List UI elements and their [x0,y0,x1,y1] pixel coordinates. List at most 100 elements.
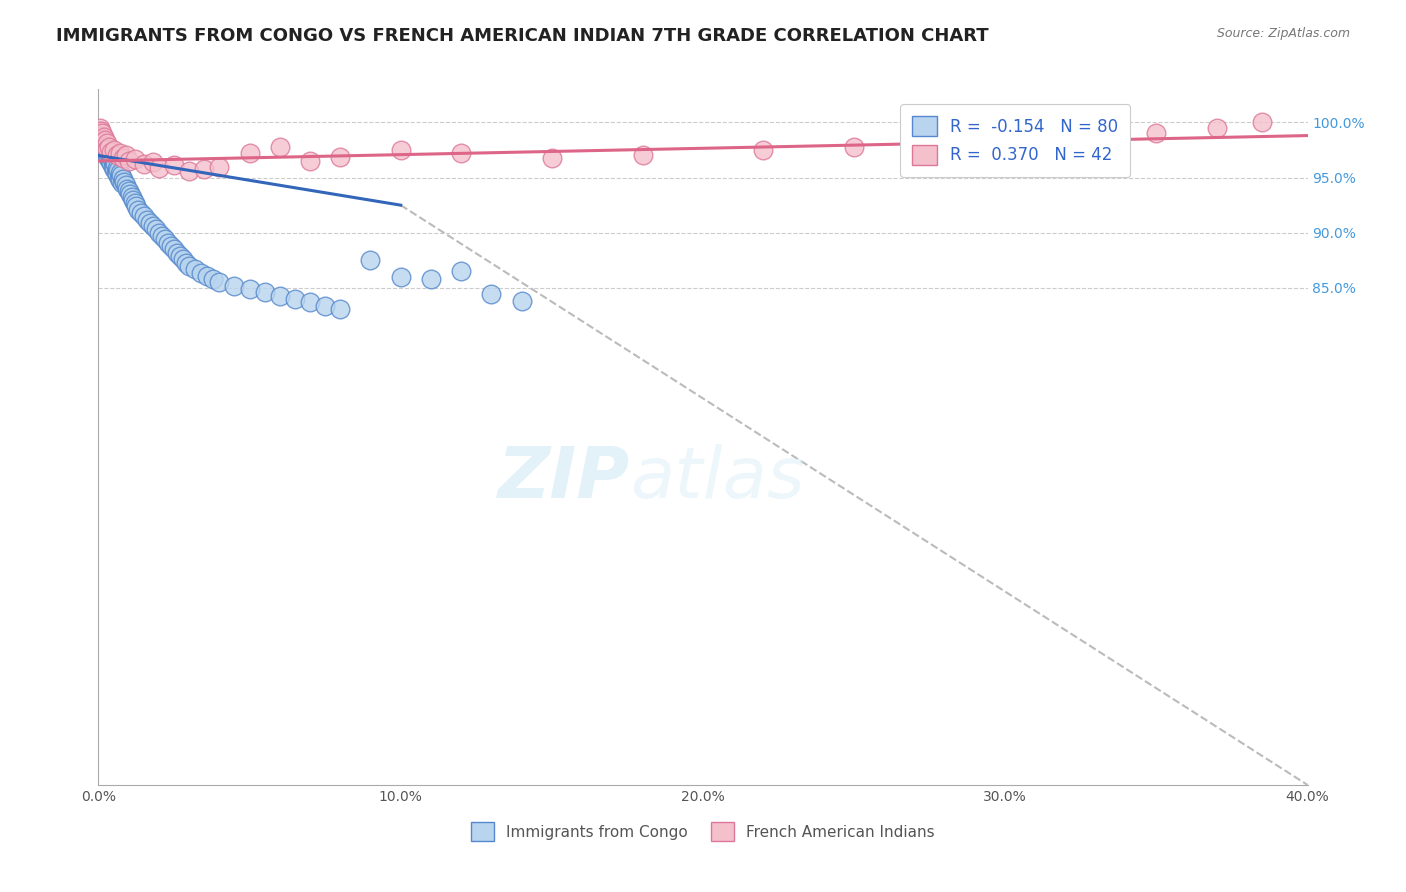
Point [90,127,112,141]
Point [90,132,112,146]
Point [100,150,122,164]
Point [179,164,201,178]
Point [96,142,118,156]
Point [94,133,117,147]
Point [208,276,231,290]
Text: IMMIGRANTS FROM CONGO VS FRENCH AMERICAN INDIAN 7TH GRADE CORRELATION CHART: IMMIGRANTS FROM CONGO VS FRENCH AMERICAN… [56,27,988,45]
Point [105,148,128,162]
Point [111,151,134,165]
Point [153,232,176,246]
Point [124,152,146,166]
Point [420,272,443,286]
Point [108,170,131,185]
Point [91,132,114,146]
Point [156,235,179,250]
Point [329,301,352,316]
Point [934,135,956,149]
Point [101,152,124,166]
Point [844,139,866,153]
Point [101,160,124,174]
Point [90,128,112,143]
Point [148,161,170,175]
Point [103,161,125,176]
Point [103,155,125,169]
Point [107,162,129,177]
Point [121,190,143,204]
Point [163,158,186,172]
Point [481,286,503,301]
Point [169,249,191,263]
Point [110,173,132,187]
Point [96,136,118,151]
Point [284,292,307,306]
Point [752,143,775,157]
Point [118,184,141,198]
Point [94,145,117,160]
Point [145,222,167,236]
Point [172,252,194,267]
Point [360,253,382,268]
Point [93,143,115,157]
Point [114,178,136,193]
Point [107,167,129,181]
Point [89,120,111,135]
Point [105,161,128,175]
Point [389,269,412,284]
Point [253,285,276,300]
Point [224,278,246,293]
Point [142,155,165,169]
Point [239,146,262,161]
Point [150,229,173,244]
Point [91,136,114,151]
Point [94,138,117,153]
Point [239,282,262,296]
Point [112,175,135,189]
Point [96,148,118,162]
Point [1206,120,1229,135]
Point [103,143,125,157]
Point [104,157,127,171]
Point [122,193,145,207]
Point [90,128,112,143]
Point [89,124,111,138]
Point [142,219,165,234]
Point [184,262,207,277]
Point [208,160,231,174]
Point [299,295,322,310]
Point [269,139,291,153]
Point [202,272,225,286]
Point [91,134,114,148]
Point [91,127,114,141]
Point [104,165,127,179]
Point [114,148,136,162]
Point [93,138,115,153]
Point [96,144,118,158]
Text: atlas: atlas [630,444,806,513]
Point [93,135,115,149]
Point [98,153,121,168]
Point [540,151,562,165]
Point [100,156,122,170]
Point [91,139,114,153]
Point [125,199,148,213]
Point [269,289,291,303]
Point [98,139,121,153]
Point [91,130,114,145]
Point [120,187,142,202]
Point [1146,127,1168,141]
Point [174,255,197,269]
Point [139,216,162,230]
Point [299,153,322,168]
Point [93,129,115,144]
Legend: Immigrants from Congo, French American Indians: Immigrants from Congo, French American I… [465,816,941,847]
Point [190,266,212,280]
Point [994,132,1017,146]
Point [631,148,654,162]
Point [100,145,122,160]
Point [124,196,146,211]
Point [115,181,138,195]
Point [111,176,134,190]
Point [160,239,183,253]
Point [111,171,134,186]
Point [450,264,472,278]
